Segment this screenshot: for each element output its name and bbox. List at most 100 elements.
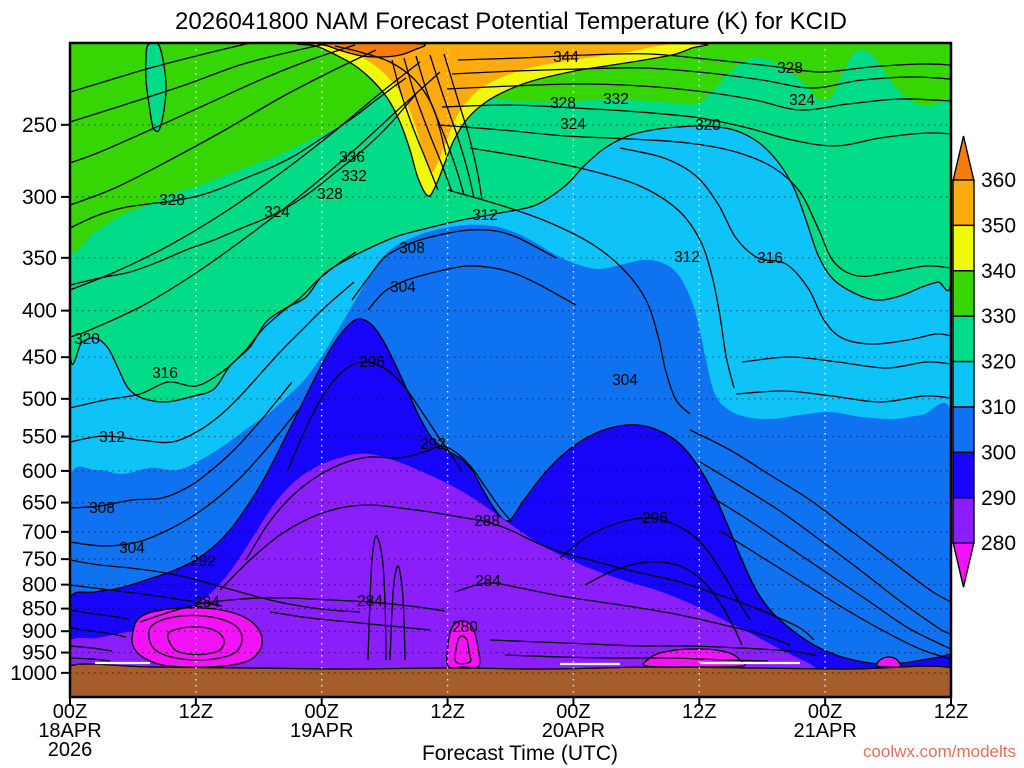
contour-label: 344 [553, 49, 579, 66]
contour-label: 312 [472, 207, 498, 224]
contour-line [219, 504, 815, 641]
x-date-label: 21APR [793, 720, 856, 742]
contour-label: 324 [789, 92, 815, 109]
colorbar-tick-label: 330 [981, 305, 1016, 328]
contour-line [70, 281, 355, 444]
colorbar: 360 350 340 330 320 310 300 290 280 [952, 135, 1016, 588]
contour-line [70, 409, 299, 547]
contour-line [719, 530, 951, 660]
contour-line [367, 265, 577, 311]
contour-line [447, 189, 691, 415]
contour-line [619, 147, 951, 345]
contour-label: 292 [190, 553, 216, 570]
colorbar-tick-label: 310 [981, 396, 1016, 419]
colorbar-segment [952, 179, 975, 227]
contour-label: 316 [757, 250, 783, 267]
y-tick-label: 950 [22, 642, 57, 665]
watermark-link: coolwx.com/modelts [863, 742, 1016, 761]
y-tick-label: 450 [22, 346, 57, 369]
contour-label: 324 [560, 116, 586, 133]
contour-line [469, 147, 735, 389]
contour-line [367, 535, 387, 661]
contour-label: 284 [475, 573, 501, 590]
contour-label: 292 [420, 436, 446, 453]
contour-line [70, 93, 417, 286]
contour-label: 304 [119, 540, 145, 557]
contour-label: 296 [642, 510, 668, 527]
contour-label: 332 [341, 168, 367, 185]
y-tick-label: 850 [22, 598, 57, 621]
contour-line [70, 381, 293, 509]
contour-line [415, 55, 465, 196]
contour-label: 284 [194, 594, 220, 611]
y-tick-label: 250 [22, 114, 57, 137]
contour-line [148, 614, 243, 661]
colorbar-tick-label: 340 [981, 260, 1016, 283]
x-tick-label: 12Z [179, 701, 213, 723]
colorbar-segment [952, 270, 975, 317]
contour-line [489, 639, 819, 657]
contour-label: 336 [339, 149, 365, 166]
contour-label: 280 [452, 619, 478, 636]
contour-line [504, 654, 769, 662]
x-tick-label: 00Z [53, 701, 87, 723]
contour-label: 312 [674, 249, 700, 266]
y-tick-label: 350 [22, 247, 57, 270]
contour-line [391, 59, 439, 191]
chart-title: 2026041800 NAM Forecast Potential Temper… [175, 8, 847, 35]
fill-band [319, 43, 669, 173]
y-tick-label: 400 [22, 300, 57, 323]
contour-label: 328 [550, 95, 576, 112]
contour-lines [70, 43, 951, 665]
contour-label: 320 [695, 117, 721, 134]
x-tick-label: 00Z [556, 701, 590, 723]
contour-label: 308 [399, 240, 425, 257]
contour-label: 308 [89, 500, 115, 517]
x-tick-label: 00Z [304, 701, 338, 723]
contour-label: 324 [264, 204, 290, 221]
y-tick-label: 800 [22, 574, 57, 597]
x-date-label: 20APR [542, 720, 605, 742]
contour-line [269, 611, 431, 631]
colorbar-segment [952, 406, 975, 454]
contour-line [70, 44, 356, 164]
colorbar-segment [952, 497, 975, 544]
contour-label: 328 [317, 186, 343, 203]
x-axis-title: Forecast Time (UTC) [422, 742, 618, 765]
contour-label: 284 [357, 593, 383, 610]
colorbar-tick-label: 280 [981, 532, 1016, 555]
contour-line [389, 565, 406, 661]
contour-line [70, 77, 407, 229]
fill-band [131, 607, 263, 668]
axes: 2503003504004505005506006507007508008509… [10, 114, 968, 761]
x-year-label: 2026 [48, 739, 93, 761]
contour-line [441, 104, 951, 147]
y-tick-label: 1000 [10, 662, 57, 685]
x-tick-label: 12Z [682, 701, 716, 723]
contour-line [334, 45, 447, 156]
gridlines [70, 43, 951, 697]
colorbar-tick-label: 290 [981, 487, 1016, 510]
colorbar-tick-label: 360 [981, 169, 1016, 192]
contour-label: 304 [612, 372, 638, 389]
plot-frame [68, 41, 953, 699]
contour-line [735, 390, 951, 403]
x-date-label: 19APR [290, 720, 353, 742]
contour-line [451, 67, 951, 89]
contour-line [70, 49, 377, 206]
contour-line [70, 43, 331, 123]
contour-line [446, 83, 951, 111]
contour-line [437, 124, 951, 278]
contour-line [454, 582, 791, 646]
y-tick-label: 750 [22, 548, 57, 571]
y-tick-label: 550 [22, 426, 57, 449]
colorbar-tick-label: 350 [981, 214, 1016, 237]
x-date-label: 18APR [38, 720, 101, 742]
contour-line [70, 43, 251, 93]
contour-label: 288 [474, 513, 500, 530]
contour-line [139, 597, 446, 623]
fill-band [70, 663, 951, 697]
contour-label: 304 [390, 279, 416, 296]
